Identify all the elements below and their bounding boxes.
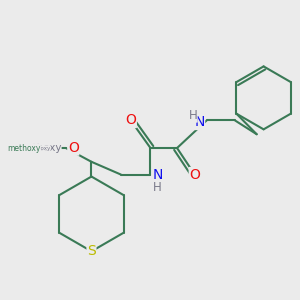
Text: methoxy: methoxy (16, 143, 61, 153)
Text: N: N (152, 168, 163, 182)
Text: methoxy: methoxy (26, 146, 50, 151)
Text: O: O (125, 113, 136, 128)
Text: H: H (188, 109, 197, 122)
Text: H: H (152, 181, 161, 194)
Text: N: N (194, 116, 205, 130)
Text: methoxy: methoxy (7, 143, 40, 152)
Text: S: S (87, 244, 96, 258)
Text: O: O (68, 141, 79, 155)
Text: O: O (189, 168, 200, 182)
